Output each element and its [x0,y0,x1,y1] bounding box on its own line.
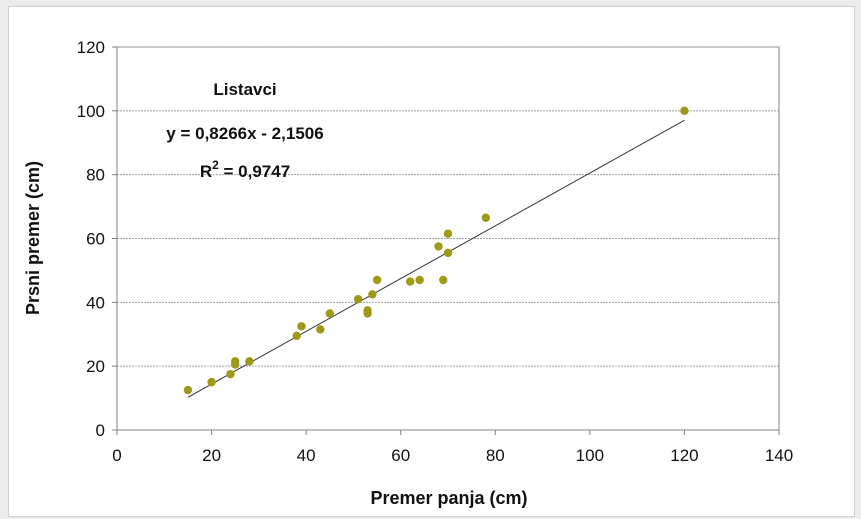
data-point [680,106,689,116]
x-tick-label: 140 [765,446,793,465]
data-point [368,290,377,299]
trendline [187,119,685,398]
data-point [226,369,235,379]
data-point [363,306,372,315]
data-point [183,385,193,395]
x-tick-label: 80 [486,446,505,465]
y-tick-label: 100 [77,102,105,121]
y-tick-labels: 0 20 40 60 80 100 120 [77,38,105,440]
x-tick-label: 120 [670,446,698,465]
y-tick-label: 20 [86,357,105,376]
x-tick-label: 0 [112,446,121,465]
data-point [245,357,254,366]
data-point [434,242,443,251]
r-squared-exponent: 2 [212,158,219,172]
regression-equation: y = 0,8266x - 2,1506 [166,124,323,143]
scatter-chart: 0 20 40 60 80 100 120 0 20 40 60 80 100 120 140 Lista… [23,38,793,508]
y-tick-label: 80 [86,166,105,185]
y-tick-label: 0 [96,421,105,440]
group-label: Listavci [213,80,276,99]
data-point [415,275,424,285]
data-point [443,248,453,258]
data-point [207,377,216,387]
r-squared-value: = 0,9747 [219,162,290,181]
data-point [353,294,363,304]
x-axis-title: Premer panja (cm) [370,488,527,508]
data-point [439,275,448,285]
y-axis-title: Prsni premer (cm) [23,161,43,315]
y-tick-label: 40 [86,293,105,312]
x-tick-label: 40 [297,446,316,465]
data-point [325,309,334,318]
data-point [481,213,491,222]
x-tick-labels: 0 20 40 60 80 100 120 140 [112,446,793,465]
data-point [231,357,240,366]
r-squared: R2 = 0,9747 [200,158,290,181]
r-squared-prefix: R [200,162,212,181]
data-point [292,331,301,341]
data-point [405,277,415,286]
x-tick-label: 20 [202,446,221,465]
data-point [443,229,453,238]
gridlines [112,46,780,435]
y-tick-label: 120 [77,38,105,57]
x-tick-label: 100 [576,446,604,465]
data-point [297,322,306,331]
data-points [183,106,689,395]
chart-frame: 0 20 40 60 80 100 120 0 20 40 60 80 100 120 140 Lista… [8,6,855,517]
data-point [372,275,382,285]
data-point [316,325,325,334]
x-tick-label: 60 [391,446,410,465]
y-tick-label: 60 [86,230,105,249]
